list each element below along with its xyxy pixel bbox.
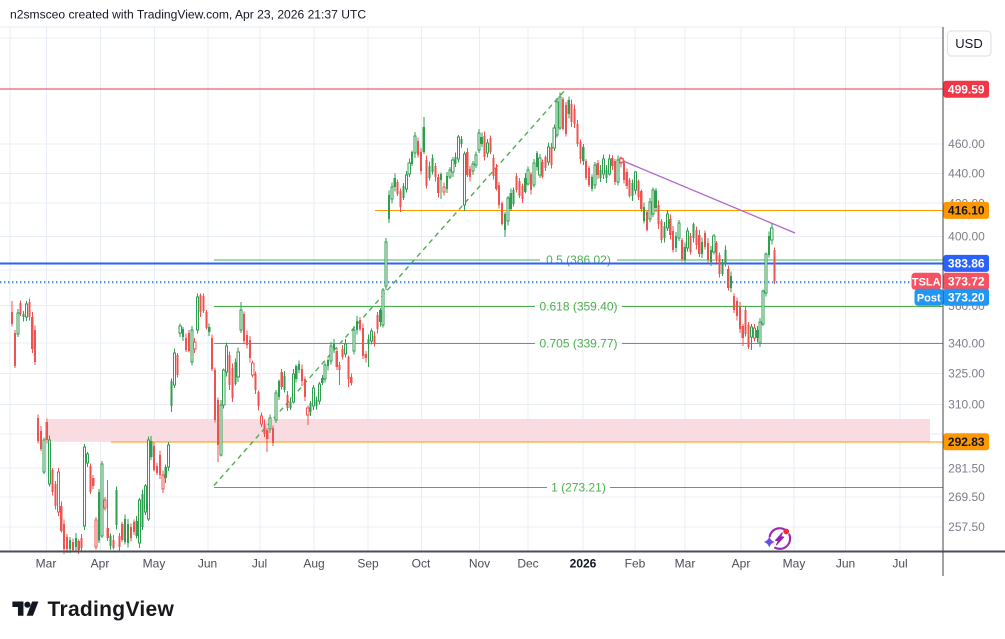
svg-text:1 (273.21): 1 (273.21) — [551, 481, 606, 495]
svg-text:May: May — [143, 557, 166, 571]
svg-text:499.59: 499.59 — [948, 82, 985, 96]
svg-text:Apr: Apr — [732, 557, 751, 571]
svg-text:400.00: 400.00 — [948, 230, 985, 244]
svg-text:269.50: 269.50 — [948, 490, 985, 504]
svg-text:Nov: Nov — [469, 557, 490, 571]
svg-text:Post: Post — [917, 293, 941, 305]
svg-text:Feb: Feb — [625, 557, 646, 571]
svg-text:Jun: Jun — [836, 557, 855, 571]
svg-text:TradingView: TradingView — [48, 598, 175, 621]
svg-text:Aug: Aug — [303, 557, 324, 571]
svg-text:Mar: Mar — [675, 557, 696, 571]
svg-text:Apr: Apr — [91, 557, 110, 571]
svg-text:292.83: 292.83 — [948, 435, 985, 449]
svg-text:310.00: 310.00 — [948, 398, 985, 412]
svg-text:Sep: Sep — [357, 557, 379, 571]
svg-text:Mar: Mar — [36, 557, 57, 571]
svg-text:281.50: 281.50 — [948, 461, 985, 475]
svg-text:Jul: Jul — [892, 557, 907, 571]
svg-text:Jun: Jun — [198, 557, 217, 571]
svg-text:Dec: Dec — [517, 557, 538, 571]
svg-text:257.50: 257.50 — [948, 520, 985, 534]
svg-text:2026: 2026 — [570, 557, 597, 571]
svg-text:373.20: 373.20 — [948, 291, 985, 305]
svg-text:May: May — [783, 557, 806, 571]
svg-text:460.00: 460.00 — [948, 137, 985, 151]
svg-text:440.00: 440.00 — [948, 167, 985, 181]
svg-text:0.705 (339.77): 0.705 (339.77) — [539, 337, 617, 351]
svg-text:USD: USD — [955, 36, 982, 51]
svg-text:373.72: 373.72 — [948, 275, 985, 289]
svg-text:n2smsceo created with TradingV: n2smsceo created with TradingView.com, A… — [10, 8, 366, 22]
svg-text:Oct: Oct — [412, 557, 431, 571]
svg-text:340.00: 340.00 — [948, 336, 985, 350]
svg-text:Jul: Jul — [252, 557, 267, 571]
svg-text:TSLA: TSLA — [912, 277, 941, 289]
svg-text:0.618 (359.40): 0.618 (359.40) — [539, 300, 617, 314]
svg-text:0.5 (386.02): 0.5 (386.02) — [546, 253, 611, 267]
svg-text:416.10: 416.10 — [948, 204, 985, 218]
svg-text:383.86: 383.86 — [948, 257, 985, 271]
svg-text:325.00: 325.00 — [948, 367, 985, 381]
